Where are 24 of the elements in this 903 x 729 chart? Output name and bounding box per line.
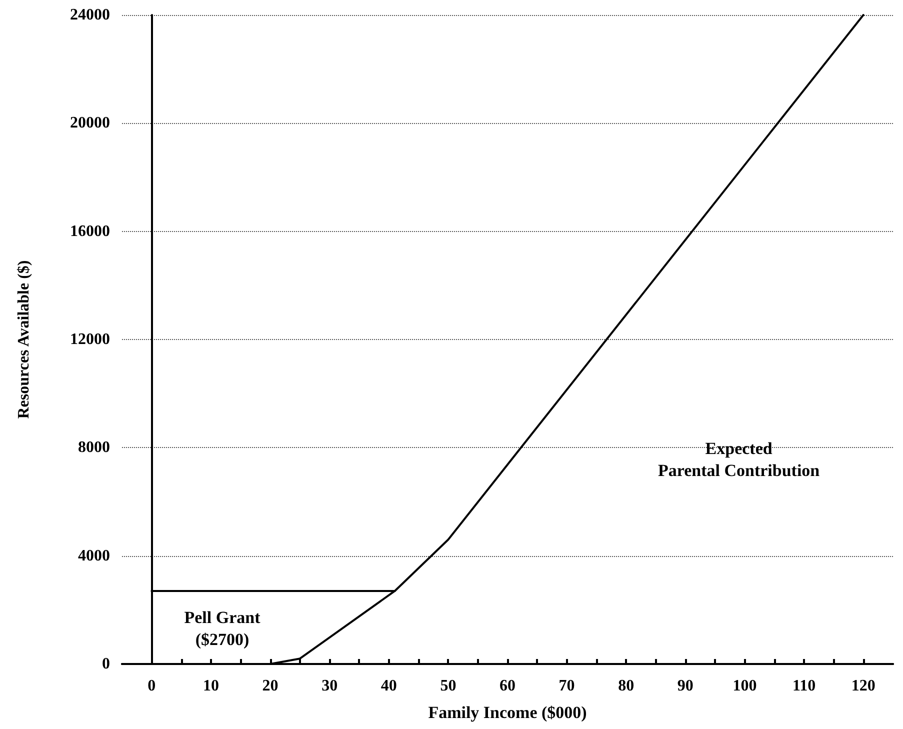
y-tick-label: 24000 (70, 6, 110, 24)
x-tick-label: 100 (732, 678, 757, 694)
x-tick-label: 30 (322, 678, 338, 694)
x-tick-label: 10 (202, 678, 219, 694)
x-tick-label: 110 (792, 678, 816, 694)
y-tick-label: 4000 (78, 547, 110, 564)
x-tick-label: 0 (148, 678, 156, 694)
y-tick-label: 16000 (70, 222, 110, 240)
x-tick-label: 70 (558, 678, 575, 694)
x-tick-label: 40 (380, 678, 397, 694)
annotation: Pell Grant ($2700) (184, 608, 261, 649)
x-tick-label: 80 (618, 678, 634, 694)
y-axis-title: Resources Available ($) (16, 260, 32, 419)
annotation: Expected Parental Contribution (658, 439, 820, 480)
y-tick-label: 8000 (78, 439, 110, 456)
x-axis-title: Family Income ($000) (428, 703, 587, 722)
x-tick-label: 20 (262, 678, 278, 694)
y-tick-label: 12000 (70, 331, 110, 348)
x-tick-label: 120 (851, 678, 876, 694)
x-tick-label: 90 (677, 678, 694, 694)
y-tick-label: 0 (102, 656, 110, 672)
y-tick-label: 20000 (70, 114, 110, 132)
x-tick-label: 60 (500, 678, 516, 694)
x-tick-label: 50 (440, 678, 456, 694)
